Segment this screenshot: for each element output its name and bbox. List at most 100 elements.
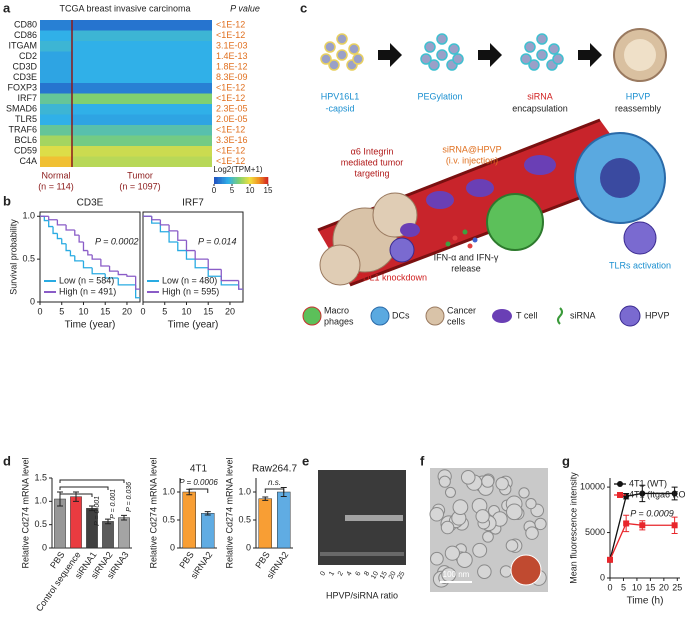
legend-label: Macro <box>324 305 349 315</box>
x-axis-label: Time (h) <box>627 596 664 607</box>
note: release <box>451 263 481 273</box>
bracket <box>59 479 125 483</box>
lane-label: 4 <box>346 570 354 577</box>
lane-label: 1 <box>328 570 336 577</box>
survival-step <box>48 216 58 221</box>
legend-icon <box>557 307 563 325</box>
y-axis-label: Relative Cd274 mRNA level <box>224 457 234 568</box>
gene-label: TLR5 <box>15 114 37 124</box>
lane-label: 15 <box>379 570 389 580</box>
colorbar-step <box>258 177 261 184</box>
annotation: P = 0.001 <box>94 496 101 526</box>
legend-label: Low (n = 480) <box>162 275 217 285</box>
t-cell <box>524 155 556 175</box>
ifn-dots <box>445 229 478 249</box>
p-value: <1E-12 <box>216 83 245 93</box>
colorbar-step <box>231 177 234 184</box>
panel-label: f <box>420 453 425 468</box>
line <box>609 522 675 561</box>
survival-step <box>65 224 75 231</box>
colorbar-tick-label: 5 <box>230 186 235 195</box>
colorbar-step <box>236 177 239 184</box>
particle <box>475 509 490 524</box>
legend-label: High (n = 491) <box>59 286 116 296</box>
plot-frame <box>39 211 141 303</box>
legend-label: phages <box>324 316 354 326</box>
bar <box>182 491 196 549</box>
gene-label: CD86 <box>14 30 37 40</box>
note: PDL1 knockdown <box>357 272 427 282</box>
heatmap-cell <box>72 114 212 125</box>
p-value: 1.4E-13 <box>216 51 248 61</box>
survival-step <box>159 223 170 233</box>
dot <box>467 243 473 249</box>
annotation: P = 0.0009 <box>630 508 673 518</box>
colorbar-step <box>259 177 262 184</box>
x-tick-label: 25 <box>672 582 682 592</box>
legend-label: siRNA <box>570 310 596 320</box>
heatmap-cell <box>40 114 72 125</box>
p-value: <1E-12 <box>216 93 245 103</box>
y-axis-label: Survival probability <box>8 219 18 295</box>
panel-labels: a b c d e f g <box>3 0 570 468</box>
survival-step <box>135 276 140 290</box>
panel-label: g <box>562 453 570 468</box>
y-tick-label: 0 <box>42 542 47 552</box>
colorbar-step <box>230 177 232 184</box>
chart-title: CD3E <box>77 198 104 209</box>
bar <box>277 491 291 549</box>
panel-label: e <box>302 453 309 468</box>
dot <box>452 235 458 241</box>
survival-step <box>74 230 80 236</box>
survival-step <box>48 220 54 228</box>
gene-label: BCL6 <box>14 135 37 145</box>
x-axis-label: Time (year) <box>168 320 219 331</box>
inset <box>510 554 542 586</box>
heatmap-cell <box>40 51 72 62</box>
survival-step <box>177 230 187 241</box>
y-tick-label: 0.5 <box>22 254 35 264</box>
scale-bar-label: 100 nm <box>443 570 470 579</box>
y-tick-label: 0 <box>170 542 175 552</box>
colorbar-step <box>226 177 228 184</box>
legend-icon <box>425 306 445 326</box>
colorbar-step <box>218 177 220 184</box>
lane-label: 8 <box>363 570 371 577</box>
capsid <box>552 53 564 65</box>
survival-step <box>238 280 243 290</box>
panel-label: d <box>3 453 11 468</box>
marker <box>617 481 623 487</box>
capsid <box>324 41 336 53</box>
capsid <box>520 53 532 65</box>
y-tick-label: 1.0 <box>22 211 35 221</box>
p-value: <1E-12 <box>216 156 245 166</box>
bracket <box>59 493 93 497</box>
gene-label: TRAF6 <box>8 125 37 135</box>
survival-step <box>135 284 140 299</box>
survival-step <box>65 243 71 252</box>
particle <box>534 517 547 531</box>
heatmap-cell <box>72 62 212 73</box>
heatmap-cell <box>72 93 212 104</box>
heatmap-cell <box>40 135 72 146</box>
particle <box>525 498 537 510</box>
y-tick-label: 10000 <box>580 481 605 491</box>
colorbar-step <box>254 177 257 184</box>
x-tick-label: 5 <box>621 582 626 592</box>
survival-step <box>177 242 187 252</box>
panel-label: a <box>3 0 11 15</box>
capsid <box>548 43 560 55</box>
survival-step <box>56 219 67 226</box>
colorbar-step <box>219 177 222 184</box>
colorbar-step <box>215 177 217 184</box>
marker <box>623 520 630 527</box>
capsid <box>452 53 464 65</box>
x-tick-label: 15 <box>203 306 213 316</box>
marker <box>607 556 613 563</box>
colorbar-step <box>257 177 259 184</box>
colorbar-step <box>223 177 226 184</box>
x-tick-label: 0 <box>607 582 612 592</box>
bar <box>201 513 215 549</box>
y-axis-label: Relative Cd274 mRNA level <box>148 457 158 568</box>
